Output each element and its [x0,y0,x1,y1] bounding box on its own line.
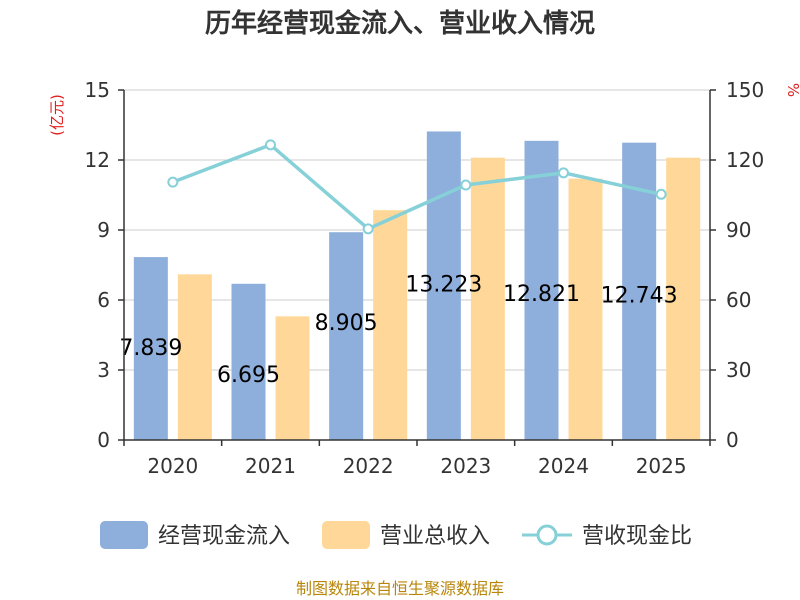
revenue-bar [568,178,603,440]
left-tick-label: 15 [85,78,110,102]
right-tick-label: 30 [726,358,751,382]
ratio-point [655,188,667,200]
x-tick-label: 2025 [636,454,687,478]
bar-data-label: 6.695 [217,363,280,388]
legend-label: 营业总收入 [380,524,490,549]
left-axis-unit: (亿元) [48,94,66,136]
bar-data-label: 12.743 [601,284,678,309]
x-tick-label: 2020 [147,454,198,478]
ratio-point [558,167,569,179]
left-tick-label: 12 [85,148,110,172]
revenue-bar [177,274,212,440]
cash-inflow-bar [133,257,168,440]
bar-data-label: 13.223 [405,272,482,297]
left-tick-label: 3 [97,358,110,382]
data-labels: 7.839 6.695 8.905 13.223 12.821 12.743 [119,272,677,387]
legend-swatch [100,521,148,549]
chart-title: 历年经营现金流入、营业收入情况 [205,8,595,39]
left-tick-label: 9 [97,218,110,242]
cash-inflow-bar [524,140,559,441]
right-axis-unit: % [784,83,800,97]
ratio-point [265,139,276,151]
gridlines [124,89,710,371]
bar-data-label: 12.821 [503,282,580,307]
revenue-bar [373,210,408,440]
cash-inflow-bar [426,131,461,441]
ratio-line [167,139,667,235]
right-tick-label: 0 [726,428,739,452]
legend-label: 营收现金比 [582,524,692,549]
right-tick-label: 60 [726,288,751,312]
left-tick-label: 0 [97,428,110,452]
x-tick-label: 2024 [538,454,589,478]
ratio-point [460,179,472,191]
source-note: 制图数据来自恒生聚源数据库 [296,579,504,598]
revenue-bar [666,157,701,440]
cash-inflow-bar [231,283,266,440]
bar-data-label: 8.905 [315,311,378,336]
legend-label: 经营现金流入 [158,524,290,549]
ratio-point [167,176,179,188]
legend: 经营现金流入 营业总收入 营收现金比 [100,521,692,549]
ratio-line-path [172,142,662,231]
bars [133,131,701,441]
right-tick-label: 90 [726,218,751,242]
bar-data-label: 7.839 [119,336,182,361]
revenue-bar [275,316,310,440]
x-tick-label: 2023 [440,454,491,478]
x-tick-label: 2022 [343,454,394,478]
x-tick-label: 2021 [245,454,296,478]
right-tick-label: 120 [726,148,764,172]
ratio-point [362,223,374,235]
right-tick-label: 150 [726,78,764,102]
cash-inflow-bar [329,232,364,440]
left-tick-label: 6 [97,288,110,312]
legend-swatch [322,521,370,549]
legend-marker [536,524,558,546]
revenue-bar [470,157,505,440]
